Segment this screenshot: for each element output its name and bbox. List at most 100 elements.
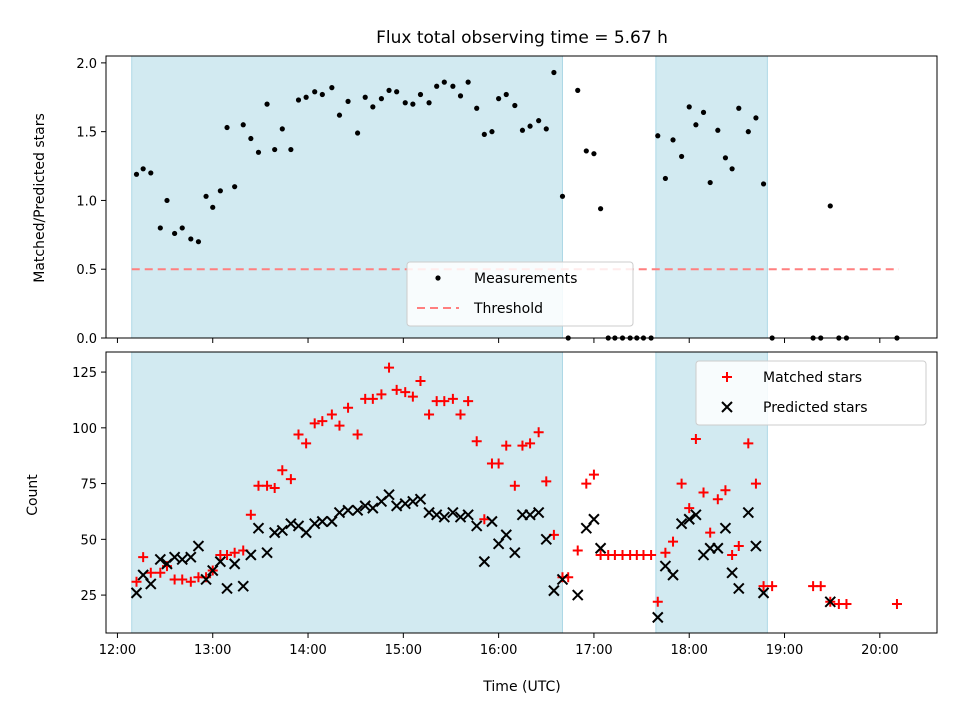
- legend-label: Matched stars: [763, 370, 862, 386]
- predicted-star-point: [342, 504, 354, 517]
- measurement-point: [345, 98, 351, 104]
- measurement-point: [354, 130, 361, 136]
- predicted-star-point: [690, 509, 702, 521]
- bottom-panel: 25 50 75 100 125 12:00 13:00 14:00 15:00 16:00 17:…: [72, 351, 938, 658]
- matched-star-point: [415, 375, 426, 386]
- measurement-point: [575, 87, 581, 93]
- legend-label: Predicted stars: [763, 400, 868, 416]
- measurement-point: [329, 85, 335, 91]
- measurement-point: [417, 91, 424, 98]
- matched-star-point: [533, 427, 544, 438]
- matched-star-point: [676, 478, 687, 489]
- predicted-star-point: [532, 506, 545, 519]
- predicted-star-point: [383, 489, 395, 501]
- matched-star-point: [743, 438, 754, 449]
- matched-star-point: [229, 547, 240, 558]
- matched-star-point: [334, 420, 345, 431]
- x-axis-label: Time (UTC): [482, 679, 560, 695]
- measurement-point: [512, 102, 518, 109]
- matched-star-point: [262, 480, 273, 491]
- predicted-star-point: [757, 587, 770, 599]
- x-tick-label: 20:00: [861, 643, 898, 658]
- measurement-point: [722, 155, 729, 161]
- predicted-star-point: [462, 509, 474, 521]
- measurement-point: [474, 105, 480, 111]
- measurement-point: [217, 188, 223, 194]
- predicted-star-point: [245, 549, 257, 561]
- y-tick-label: 25: [80, 589, 97, 604]
- matched-star-point: [326, 409, 337, 420]
- predicted-star-point: [300, 526, 312, 539]
- measurement-point: [457, 93, 464, 99]
- measurement-point: [441, 79, 447, 85]
- y-tick-label: 75: [80, 478, 97, 493]
- predicted-star-point: [540, 533, 552, 546]
- predicted-star-point: [333, 506, 346, 519]
- measurement-point: [279, 126, 285, 132]
- matched-star-point: [767, 581, 778, 592]
- measurement-point: [312, 89, 318, 95]
- x-tick-label: 12:00: [99, 643, 136, 658]
- predicted-star-point: [509, 547, 521, 559]
- predicted-star-point: [726, 567, 738, 579]
- matched-star-point: [463, 396, 474, 407]
- measurement-point: [496, 96, 502, 102]
- matched-star-point: [733, 541, 744, 552]
- matched-star-point: [301, 438, 312, 449]
- y-tick-label: 1.0: [76, 194, 97, 209]
- measurement-point: [140, 166, 146, 172]
- measurement-point: [559, 193, 566, 199]
- matched-star-point: [509, 480, 520, 491]
- predicted-star-point: [276, 524, 289, 537]
- predicted-star-point: [719, 522, 732, 534]
- predicted-star-point: [556, 573, 569, 586]
- measurement-point: [179, 225, 185, 231]
- predicted-star-point: [667, 569, 679, 581]
- measurement-point: [481, 131, 487, 138]
- matched-star-point: [572, 545, 583, 556]
- matched-star-point: [376, 389, 387, 400]
- matched-star-point: [471, 436, 482, 447]
- matched-star-point: [222, 549, 233, 560]
- measurement-point: [729, 166, 735, 172]
- measurement-point: [450, 83, 456, 89]
- y-tick-label: 125: [72, 366, 97, 381]
- predicted-star-point: [712, 542, 724, 554]
- matched-star-point: [841, 599, 852, 610]
- measurement-point: [224, 124, 230, 131]
- matched-star-point: [391, 384, 402, 395]
- measurement-point: [319, 91, 325, 98]
- measurement-point: [148, 170, 154, 176]
- y-tick-label: 50: [80, 533, 97, 548]
- measurement-point: [736, 105, 742, 111]
- predicted-star-point: [154, 553, 167, 566]
- predicted-star-point: [414, 493, 427, 505]
- chart-title: Flux total observing time = 5.67 h: [376, 28, 668, 48]
- predicted-star-point: [192, 540, 205, 552]
- measurement-point: [410, 101, 416, 107]
- predicted-star-point: [438, 511, 451, 523]
- matched-star-point: [581, 478, 592, 489]
- predicted-star-point: [733, 582, 745, 595]
- matched-star-point: [145, 567, 156, 578]
- matched-star-point: [501, 440, 512, 451]
- measurement-point: [551, 69, 557, 76]
- measurement-point: [597, 206, 604, 212]
- matched-star-point: [138, 552, 149, 563]
- predicted-star-point: [145, 578, 157, 590]
- matched-star-point: [815, 581, 826, 592]
- predicted-star-point: [221, 582, 233, 595]
- legend-box: [406, 261, 634, 327]
- predicted-star-point: [214, 555, 227, 568]
- measurement-point: [336, 112, 343, 118]
- matched-star-point: [588, 469, 599, 480]
- predicted-star-point: [750, 540, 762, 552]
- predicted-star-point: [130, 587, 143, 599]
- measurement-point: [378, 96, 385, 102]
- legend-marker-predicted: [721, 401, 733, 413]
- observing-interval-0: [131, 351, 563, 634]
- measurement-point: [527, 123, 533, 129]
- matched-star-point: [541, 476, 552, 487]
- measurement-point: [655, 133, 661, 139]
